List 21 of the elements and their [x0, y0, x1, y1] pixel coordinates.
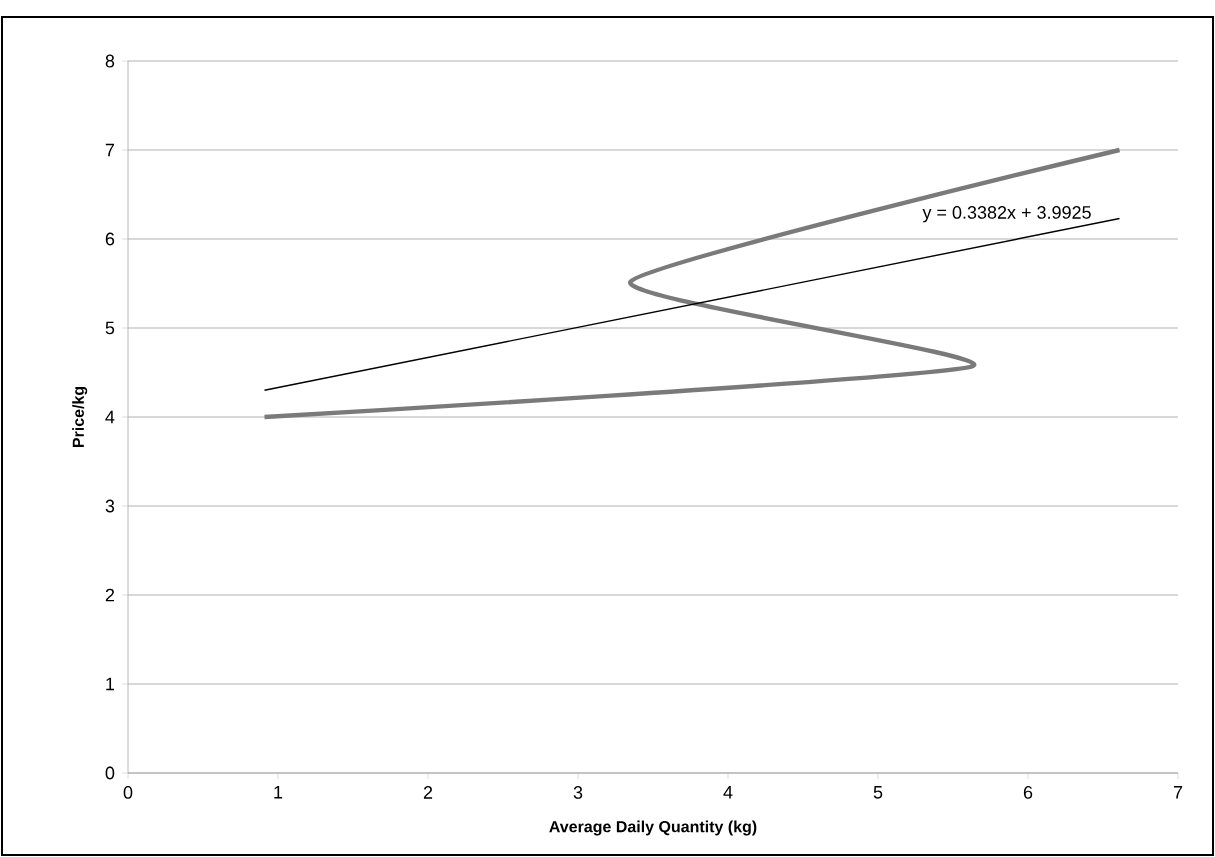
y-axis-title: Price/kg	[72, 386, 88, 448]
x-tick-label: 5	[873, 786, 883, 799]
x-tick-label: 4	[723, 786, 733, 799]
y-tick-label: 6	[105, 232, 115, 246]
y-tick-label: 5	[105, 321, 115, 335]
x-tick-label: 3	[573, 786, 583, 799]
x-tick-label: 1	[274, 786, 283, 799]
line-series	[262, 147, 1122, 420]
y-tick-label: 0	[105, 766, 115, 780]
y-tick-label: 2	[105, 588, 115, 602]
y-tick-label: 4	[105, 410, 115, 424]
x-tick-label: 7	[1173, 786, 1183, 799]
x-tick-label: 6	[1023, 786, 1033, 799]
annotation: y = 0.3382x + 3.9925	[922, 206, 1091, 223]
y-tick-label: 3	[105, 499, 115, 513]
x-tick-label: 0	[123, 786, 133, 799]
x-tick-label: 2	[423, 786, 433, 799]
y-tick-label: 7	[105, 143, 115, 157]
y-tick-label: 1	[106, 677, 115, 691]
y-tick-label: 8	[105, 54, 115, 68]
x-axis-title: Average Daily Quantity (kg)	[549, 820, 757, 836]
